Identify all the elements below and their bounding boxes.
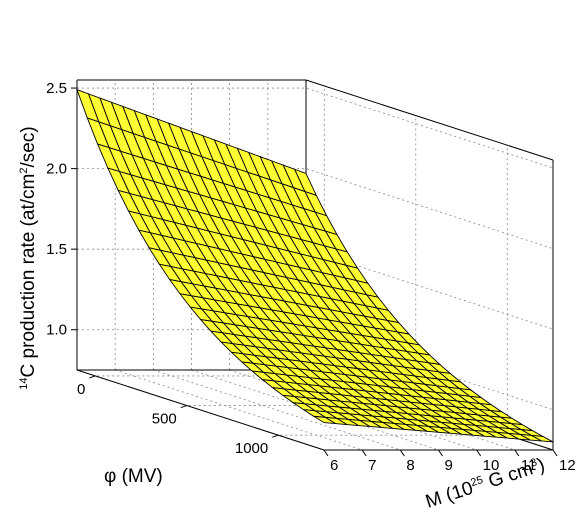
y-tick [552, 449, 558, 457]
surface-cell [76, 88, 100, 123]
y-gridline-floor [153, 369, 401, 451]
y-tick-label: 7 [368, 457, 376, 474]
y-gridline-floor [229, 369, 477, 451]
z-tick-label: 2.0 [46, 161, 67, 178]
y-tick [323, 449, 329, 457]
surface-layer [76, 88, 554, 443]
tick-labels-layer: 1.0 1.5 2.0 2.5 0 500 1000 6 7 8 9 10 11 12 [46, 80, 576, 474]
y-tick [514, 449, 520, 457]
y-tick [361, 449, 367, 457]
x-axis-title: φ (MV) [104, 466, 163, 487]
top-back-edge [305, 79, 554, 161]
x-tick-label: 500 [152, 411, 177, 428]
y-gridline-floor [191, 369, 439, 451]
y-tick-label: 10 [483, 457, 500, 474]
x-axis-line [76, 369, 325, 451]
x-tick-label: 1000 [235, 440, 268, 457]
z-axis-title: 14C production rate (at/cm2/sec) [18, 126, 39, 389]
y-tick-label: 11 [521, 457, 537, 474]
y-tick-label: 8 [406, 457, 414, 474]
x-tick [272, 434, 279, 438]
x-tick [180, 405, 187, 409]
y-tick [399, 449, 405, 457]
z-tick-label: 1.5 [46, 241, 67, 258]
y-tick-label: 12 [559, 457, 576, 474]
y-gridline-floor [267, 369, 515, 451]
x-tick-label: 0 [77, 381, 85, 398]
y-tick [438, 449, 443, 457]
z-tick-label: 1.0 [46, 322, 67, 339]
x-tick [89, 375, 96, 379]
y-gridline-floor [115, 369, 363, 451]
z-tick-label: 2.5 [46, 80, 67, 97]
y-tick [476, 449, 482, 457]
y-tick-label: 9 [445, 457, 453, 474]
y-tick-label: 6 [330, 457, 338, 474]
